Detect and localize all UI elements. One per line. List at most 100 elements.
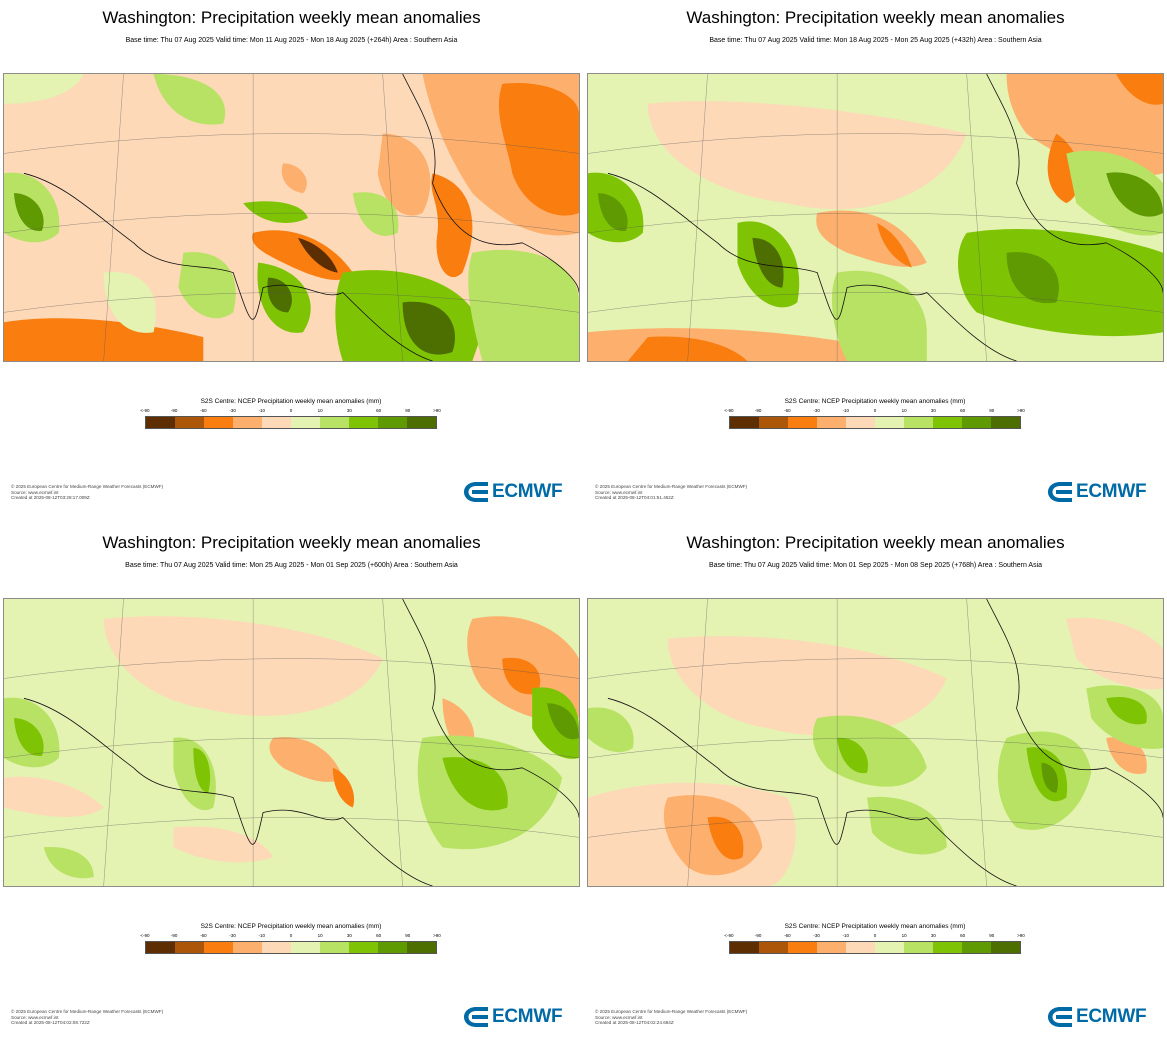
ecmwf-logo-text: ECMWF — [1076, 1006, 1147, 1027]
legend-ticks: <-90 -90 -60 -30 -10 0 10 30 60 90 >90 — [724, 408, 1024, 416]
map-title: Washington: Precipitation weekly mean an… — [102, 8, 481, 27]
legend-ticks: <-90 -90 -60 -30 -10 0 10 30 60 90 >90 — [140, 408, 440, 416]
legend-tick-label: 30 — [930, 408, 936, 413]
legend-tick-label: 0 — [873, 408, 877, 413]
legend-tick-label: -10 — [842, 408, 850, 413]
legend-tick-label: <-90 — [724, 408, 734, 413]
legend-tick-label: >90 — [1017, 933, 1025, 938]
anomaly-map — [587, 73, 1164, 362]
legend-tick-label: 90 — [405, 933, 411, 938]
footer-created: Created at 2025-08-12T04:02:08.722Z — [11, 1020, 90, 1025]
legend-swatch-0 — [146, 417, 175, 428]
map-subtitle: Base time: Thu 07 Aug 2025 Valid time: M… — [125, 37, 458, 44]
legend-title: S2S Centre: NCEP Precipitation weekly me… — [200, 923, 382, 930]
ecmwf-logo: ECMWF — [1046, 1006, 1158, 1028]
footer-created: Created at 2025-08-12T04:01:51.462Z — [595, 495, 674, 500]
legend-swatch-8 — [378, 942, 407, 953]
copyright-footer: © 2025 European Centre for Medium-Range … — [595, 1009, 747, 1026]
legend-swatch-5 — [875, 942, 904, 953]
legend-swatch-8 — [962, 942, 991, 953]
legend-tick-label: 60 — [960, 933, 966, 938]
legend-swatch-0 — [730, 417, 759, 428]
legend-swatch-6 — [320, 417, 349, 428]
legend-swatch-9 — [407, 942, 436, 953]
legend-tick-label: >90 — [1017, 408, 1025, 413]
footer-copyright: © 2025 European Centre for Medium-Range … — [595, 1009, 748, 1014]
legend-swatch-4 — [262, 417, 291, 428]
ecmwf-logo: ECMWF — [1046, 481, 1158, 503]
ecmwf-logo-text: ECMWF — [1076, 481, 1147, 502]
ecmwf-logo-icon — [464, 482, 488, 502]
legend-tick-label: 60 — [376, 933, 382, 938]
footer-created: Created at 2025-08-12T04:02:24.684Z — [595, 1020, 674, 1025]
legend-tick-label: 10 — [901, 933, 907, 938]
footer-copyright: © 2025 European Centre for Medium-Range … — [11, 1009, 164, 1014]
legend-tick-label: 60 — [960, 408, 966, 413]
legend-tick-label: 10 — [901, 408, 907, 413]
legend-swatch-5 — [875, 417, 904, 428]
legend-tick-label: -90 — [170, 408, 178, 413]
legend-tick-label: 0 — [289, 408, 293, 413]
legend-tick-label: 30 — [930, 933, 936, 938]
legend-tick-label: <-90 — [140, 408, 150, 413]
legend-colorbar — [145, 941, 437, 954]
legend-tick-label: <-90 — [140, 933, 150, 938]
legend-swatch-3 — [817, 942, 846, 953]
copyright-footer: © 2025 European Centre for Medium-Range … — [11, 1009, 163, 1026]
legend-tick-label: 10 — [317, 408, 323, 413]
legend-tick-label: 90 — [405, 408, 411, 413]
legend-swatch-1 — [175, 942, 204, 953]
legend-tick-label: 0 — [289, 933, 293, 938]
legend-tick-label: -60 — [200, 408, 207, 413]
legend-swatch-7 — [933, 417, 962, 428]
legend-swatch-2 — [788, 942, 817, 953]
legend-tick-label: -10 — [842, 933, 850, 938]
ecmwf-logo: ECMWF — [462, 481, 574, 503]
legend-swatch-4 — [846, 942, 875, 953]
map-panel-week2: Washington: Precipitation weekly mean an… — [584, 0, 1167, 525]
map-title: Washington: Precipitation weekly mean an… — [102, 533, 481, 552]
map-panel-week4: Washington: Precipitation weekly mean an… — [584, 525, 1167, 1050]
legend-colorbar — [145, 416, 437, 429]
footer-copyright: © 2025 European Centre for Medium-Range … — [11, 484, 164, 489]
legend-swatch-4 — [262, 942, 291, 953]
legend-swatch-3 — [233, 417, 262, 428]
ecmwf-logo-icon — [1048, 482, 1072, 502]
legend-tick-label: -60 — [200, 933, 207, 938]
legend-swatch-7 — [349, 417, 378, 428]
anomaly-map — [3, 598, 580, 887]
legend-tick-label: -90 — [170, 933, 178, 938]
legend-ticks: <-90 -90 -60 -30 -10 0 10 30 60 90 >90 — [140, 933, 440, 941]
legend-tick-label: >90 — [433, 933, 441, 938]
legend-tick-label: -60 — [784, 933, 791, 938]
anomaly-map — [587, 598, 1164, 887]
legend-title: S2S Centre: NCEP Precipitation weekly me… — [784, 923, 966, 930]
anomaly-map — [3, 73, 580, 362]
footer-source: Source: www.ecmwf.int — [595, 489, 643, 495]
legend-tick-label: 10 — [317, 933, 323, 938]
legend-swatch-3 — [233, 942, 262, 953]
legend-tick-label: 90 — [989, 933, 995, 938]
map-panel-week1: Washington: Precipitation weekly mean an… — [0, 0, 583, 525]
legend-swatch-0 — [730, 942, 759, 953]
legend-tick-label: 30 — [346, 408, 352, 413]
legend-title: S2S Centre: NCEP Precipitation weekly me… — [200, 398, 382, 405]
map-panel-week3: Washington: Precipitation weekly mean an… — [0, 525, 583, 1050]
legend-swatch-9 — [991, 942, 1020, 953]
legend-swatch-3 — [817, 417, 846, 428]
legend-swatch-8 — [962, 417, 991, 428]
legend-swatch-1 — [759, 417, 788, 428]
legend-tick-label: -10 — [258, 408, 266, 413]
legend-swatch-2 — [204, 942, 233, 953]
copyright-footer: © 2025 European Centre for Medium-Range … — [11, 484, 163, 501]
ecmwf-logo-icon — [464, 1007, 488, 1027]
legend-swatch-6 — [320, 942, 349, 953]
legend-swatch-6 — [904, 942, 933, 953]
legend-tick-label: 0 — [873, 933, 877, 938]
legend-swatch-7 — [349, 942, 378, 953]
legend-tick-label: -30 — [229, 408, 236, 413]
legend-tick-label: -90 — [754, 408, 762, 413]
ecmwf-logo-text: ECMWF — [492, 481, 563, 502]
legend-title: S2S Centre: NCEP Precipitation weekly me… — [784, 398, 966, 405]
legend-swatch-4 — [846, 417, 875, 428]
